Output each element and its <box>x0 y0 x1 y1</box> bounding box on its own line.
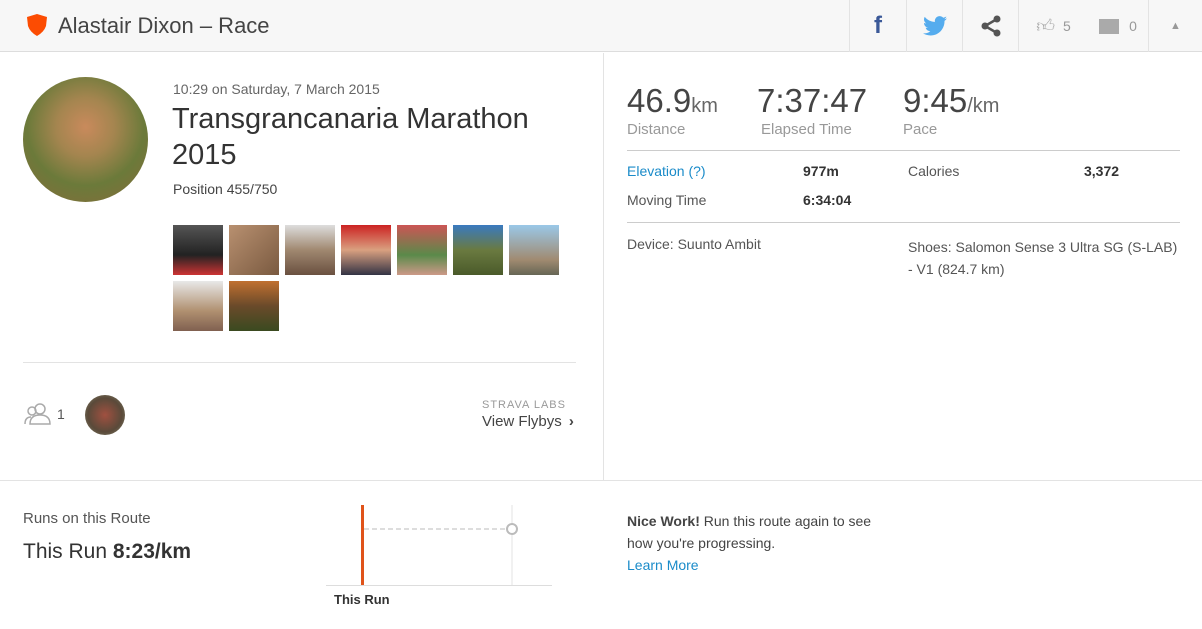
route-chart <box>326 505 552 586</box>
chart-x-label: This Run <box>334 592 390 607</box>
shield-icon <box>27 14 47 36</box>
strava-labs-label: STRAVA LABS <box>482 399 566 411</box>
twitter-icon <box>922 16 947 36</box>
divider <box>603 53 604 481</box>
moving-time-value: 6:34:04 <box>803 192 852 208</box>
athlete-avatar[interactable] <box>23 77 148 202</box>
distance-label: Distance <box>627 121 686 138</box>
chevron-right-icon: › <box>568 413 574 430</box>
distance-stat: 46.9km <box>627 82 718 119</box>
elapsed-time-value: 7:37:47 <box>757 82 868 119</box>
this-run-bar <box>361 505 364 585</box>
athletes-icon <box>24 403 51 425</box>
elevation-value: 977m <box>803 163 839 179</box>
twitter-share-button[interactable] <box>906 0 962 52</box>
comment-icon <box>1099 18 1120 34</box>
pace-stat: 9:45/km <box>903 82 1000 119</box>
shoes-info[interactable]: Shoes: Salomon Sense 3 Ultra SG (S-LAB) … <box>908 239 1178 277</box>
photo-thumbnail[interactable] <box>173 225 223 275</box>
divider <box>23 362 576 363</box>
caret-up-icon: ▲ <box>1170 20 1181 32</box>
divider <box>627 222 1180 223</box>
photo-thumbnail[interactable] <box>285 225 335 275</box>
photo-thumbnail[interactable] <box>229 225 279 275</box>
collapse-button[interactable]: ▲ <box>1148 0 1202 52</box>
thumbs-up-icon: 👍︎ <box>1036 16 1055 36</box>
kudos-button[interactable]: 👍︎ 5 <box>1018 0 1088 52</box>
page-title: Alastair Dixon – Race <box>58 13 270 38</box>
activity-datetime: 10:29 on Saturday, 7 March 2015 <box>173 81 380 97</box>
comment-count: 0 <box>1129 18 1137 34</box>
photo-thumbnail[interactable] <box>509 225 559 275</box>
share-button[interactable] <box>962 0 1018 52</box>
photo-thumbnail[interactable] <box>341 225 391 275</box>
divider <box>0 480 1202 481</box>
photo-thumbnail[interactable] <box>229 281 279 331</box>
learn-more-link[interactable]: Learn More <box>627 557 699 573</box>
moving-time-label: Moving Time <box>627 192 707 208</box>
elapsed-time-label: Elapsed Time <box>761 121 852 138</box>
comments-button[interactable]: 0 <box>1088 0 1148 52</box>
calories-label: Calories <box>908 163 960 179</box>
divider <box>627 150 1180 151</box>
photo-thumbnail[interactable] <box>173 281 223 331</box>
elevation-help-link[interactable]: Elevation (?) <box>627 163 706 179</box>
route-heading: Runs on this Route <box>23 510 151 527</box>
kudos-count: 5 <box>1063 18 1071 34</box>
share-icon <box>981 15 1000 37</box>
route-message: Nice Work! Run this route again to see h… <box>627 513 872 573</box>
header: Alastair Dixon – Race f 👍︎ 5 0 ▲ <box>0 0 1202 52</box>
race-position: Position 455/750 <box>173 181 278 197</box>
athlete-avatar-small[interactable] <box>85 395 125 435</box>
this-run-pace: This Run 8:23/km <box>23 540 192 563</box>
facebook-icon: f <box>874 12 882 39</box>
view-flybys-link[interactable]: View Flybys › <box>482 413 574 430</box>
athletes-count[interactable]: 1 <box>57 406 65 422</box>
device-info: Device: Suunto Ambit <box>627 236 761 252</box>
pace-label: Pace <box>903 121 938 138</box>
facebook-share-button[interactable]: f <box>849 0 906 52</box>
activity-name: Transgrancanaria Marathon 2015 <box>172 103 529 171</box>
photo-thumbnail[interactable] <box>397 225 447 275</box>
chart-point[interactable] <box>506 523 518 535</box>
calories-value: 3,372 <box>1084 163 1120 179</box>
photo-thumbnail[interactable] <box>453 225 503 275</box>
